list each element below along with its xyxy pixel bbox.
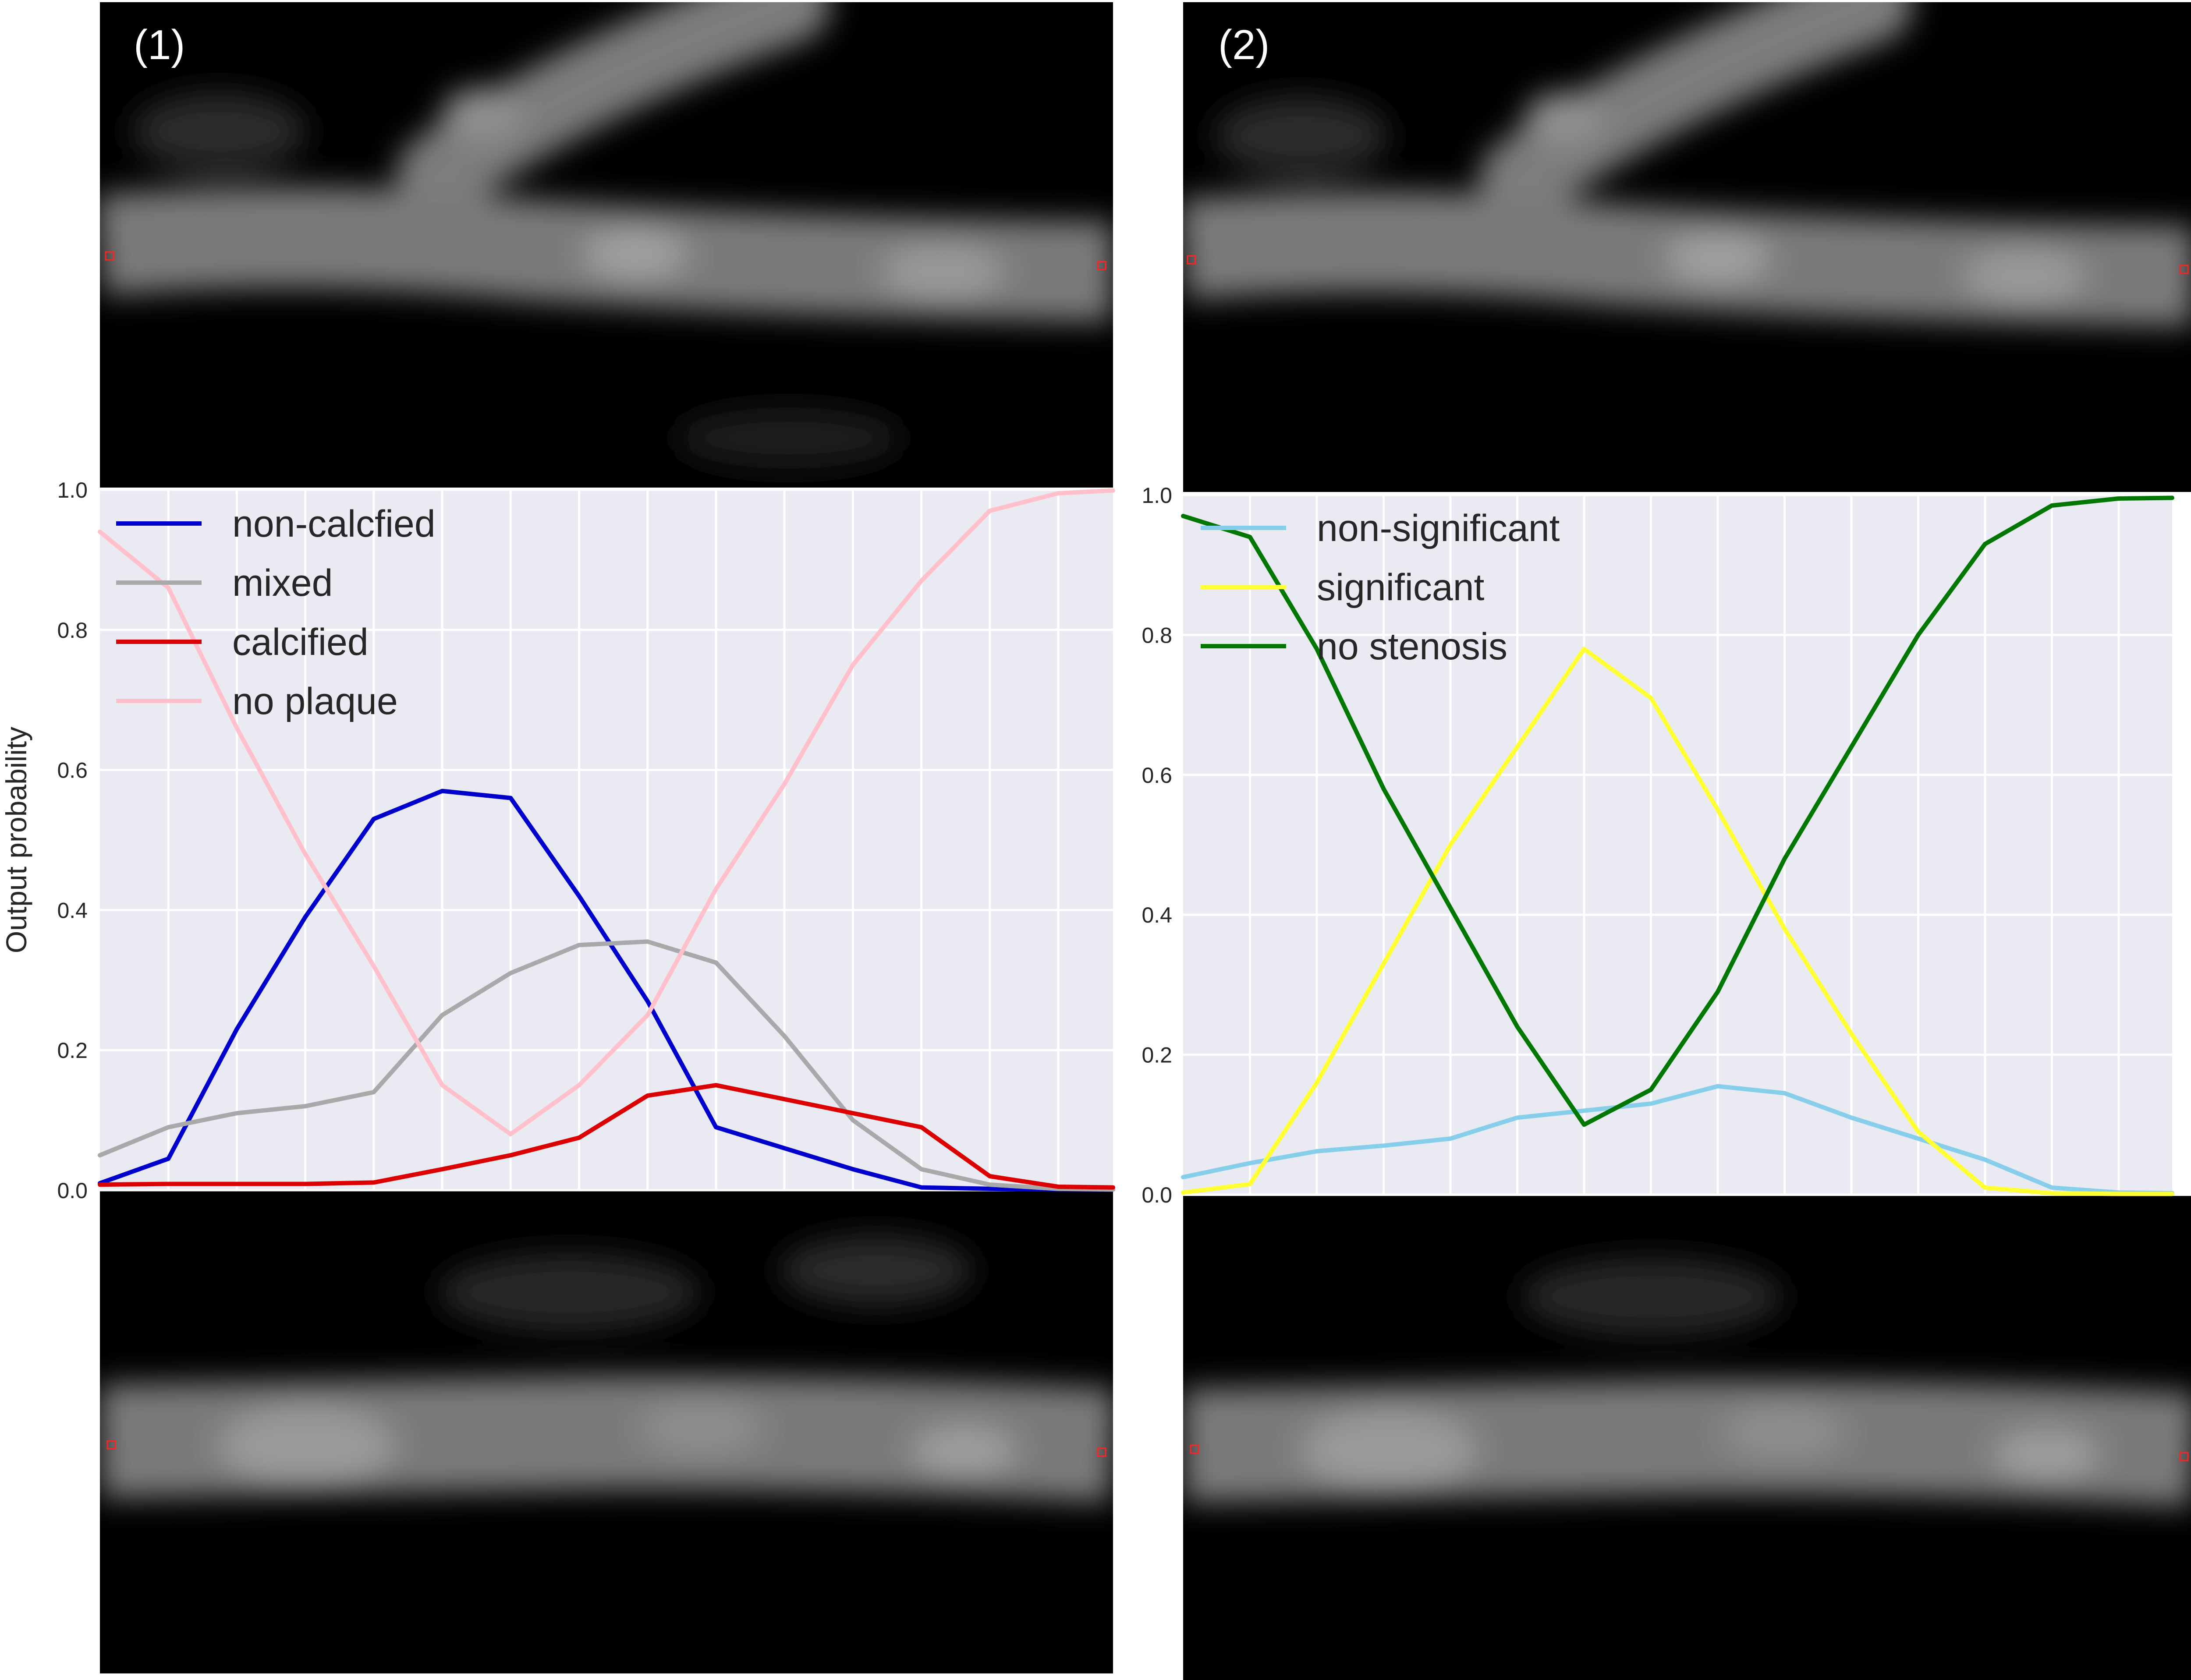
chart-stenosis: 0.0 0.2 0.4 0.6 0.8 1.0 non-significant signifi…: [1142, 483, 2174, 1207]
y-tick-label: 0.6: [1142, 763, 1172, 788]
series-line-3: [98, 488, 1115, 1137]
series-line-2: [1181, 495, 2174, 1127]
legend-label: non-significant: [1317, 507, 1560, 549]
series-line-2: [98, 1083, 1115, 1190]
series-line-0: [98, 789, 1115, 1192]
legend-label: no plaque: [232, 680, 398, 722]
legend-label: significant: [1317, 566, 1485, 608]
y-axis-label: Output probability: [0, 727, 32, 953]
legend-label: no stenosis: [1317, 626, 1507, 668]
panel-label-1: (1): [134, 21, 185, 68]
y-tick-label: 0.6: [57, 758, 88, 783]
series-line-0: [1181, 1084, 2174, 1195]
y-tick-label: 0.4: [57, 898, 88, 923]
legend-label: non-calcfied: [232, 503, 436, 545]
y-tick-label: 0.8: [57, 618, 88, 643]
legend-label: mixed: [232, 562, 333, 604]
panel-label-2: (2): [1218, 21, 1269, 68]
plot-area: [100, 490, 1113, 1190]
chart-plaque-type: 0.0 0.2 0.4 0.6 0.8 1.0 Output probability non-…: [0, 478, 1115, 1203]
y-tick-label: 1.0: [57, 478, 88, 502]
y-tick-label: 0.2: [1142, 1043, 1172, 1068]
y-tick-label: 0.0: [57, 1178, 88, 1203]
series-line-1: [1181, 647, 2174, 1196]
vessel-image-bottom-2: [1183, 1196, 2191, 1680]
series-line-1: [98, 939, 1115, 1192]
legend-label: calcified: [232, 621, 369, 663]
vessel-image-top-2: [1183, 2, 2191, 492]
plot-area: [1183, 495, 2172, 1195]
y-tick-label: 0.4: [1142, 903, 1172, 927]
y-tick-label: 1.0: [1142, 483, 1172, 508]
y-tick-label: 0.8: [1142, 623, 1172, 647]
y-tick-label: 0.0: [1142, 1183, 1172, 1207]
y-tick-label: 0.2: [57, 1038, 88, 1063]
vessel-image-top-1: [100, 2, 1113, 488]
vessel-image-bottom-1: [100, 1190, 1113, 1673]
